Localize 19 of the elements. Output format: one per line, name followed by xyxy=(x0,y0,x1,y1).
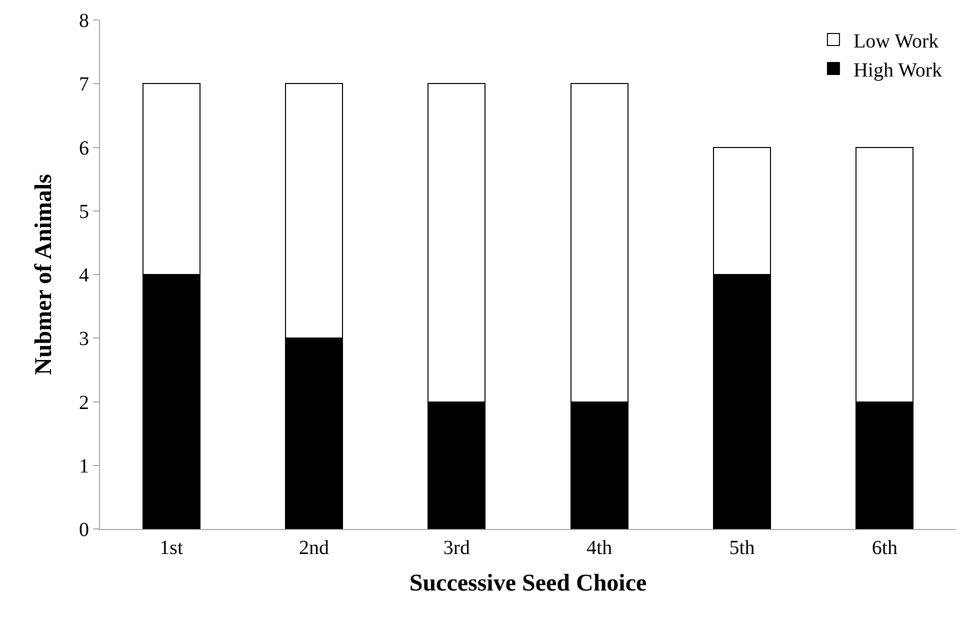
y-tick-label: 4 xyxy=(79,264,89,286)
x-tick-label: 2nd xyxy=(299,537,329,559)
x-tick-label: 4th xyxy=(586,537,612,559)
x-tick-label: 3rd xyxy=(443,537,470,559)
x-tick-label: 1st xyxy=(160,537,184,559)
y-tick-label: 5 xyxy=(79,200,89,223)
legend-label: Low Work xyxy=(853,30,939,52)
y-tick-label: 8 xyxy=(79,10,89,32)
y-tick-label: 0 xyxy=(79,519,89,541)
y-tick-label: 3 xyxy=(79,328,89,350)
x-axis-title: Successive Seed Choice xyxy=(409,570,647,596)
x-tick-label: 6th xyxy=(872,537,898,559)
y-tick-label: 7 xyxy=(79,74,89,96)
y-tick-label: 2 xyxy=(79,392,89,414)
legend-label: High Work xyxy=(853,59,942,82)
x-tick-label: 5th xyxy=(729,537,755,559)
y-tick-label: 1 xyxy=(79,455,89,478)
y-tick-label: 6 xyxy=(79,137,89,160)
y-axis-title: Nubmer of Animals xyxy=(31,174,58,375)
